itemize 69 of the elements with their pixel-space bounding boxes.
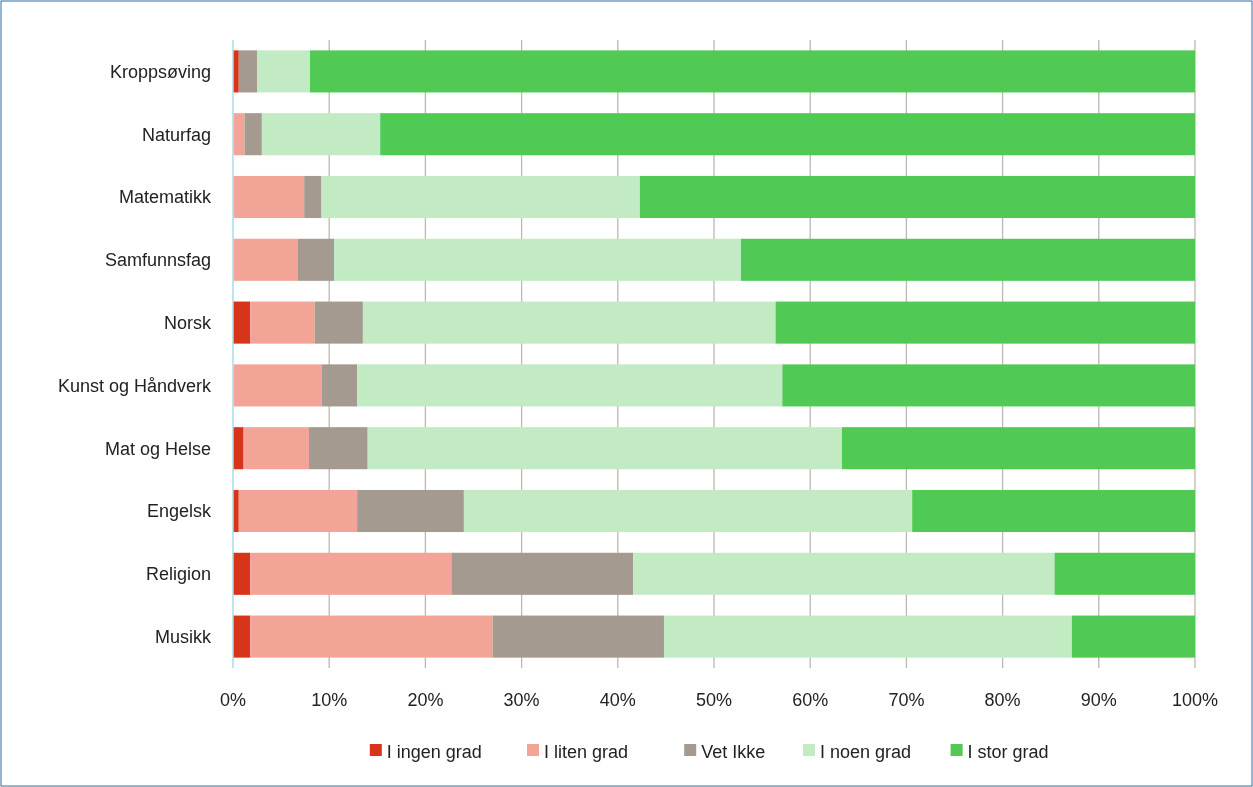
bar	[233, 238, 298, 281]
y-tick-label: Religion	[145, 564, 211, 585]
x-tick-label: 50%	[695, 690, 733, 710]
y-tick-label: Kunst og Håndverk	[57, 375, 212, 396]
bar	[233, 615, 251, 658]
y-tick-label: Kroppsøving	[109, 61, 211, 82]
bar	[775, 301, 1195, 344]
bar	[233, 427, 244, 470]
bar	[261, 113, 381, 156]
bar	[782, 364, 1195, 407]
bar	[309, 50, 1195, 93]
x-tick-label: 40%	[599, 690, 636, 710]
bar	[451, 552, 634, 595]
legend-label: Vet Ikke	[701, 742, 766, 763]
bar	[367, 427, 842, 470]
bar	[321, 364, 358, 407]
y-tick-label: Matematikk	[118, 187, 212, 208]
bar	[257, 50, 310, 93]
y-tick-label: Samfunnsfag	[104, 250, 211, 271]
bar	[321, 175, 640, 219]
bar	[639, 175, 1195, 219]
bar	[663, 615, 1072, 658]
x-tick-label: 100%	[1171, 690, 1219, 710]
bar	[233, 175, 305, 219]
y-tick-label: Norsk	[163, 312, 212, 333]
y-tick-label: Naturfag	[141, 124, 211, 145]
bar	[740, 238, 1195, 281]
bar	[841, 427, 1195, 470]
bar	[250, 615, 493, 658]
bar	[309, 427, 368, 470]
bar	[238, 489, 358, 533]
bar	[250, 552, 452, 595]
bar	[1054, 552, 1195, 595]
x-tick-label: 70%	[888, 690, 925, 710]
bar	[334, 238, 741, 281]
bar	[362, 301, 776, 344]
x-tick-label: 20%	[407, 690, 444, 710]
bar	[357, 489, 464, 533]
bar	[380, 113, 1195, 156]
bar	[233, 552, 251, 595]
bar	[492, 615, 664, 658]
bar	[304, 175, 322, 219]
bar	[912, 489, 1195, 533]
x-tick-label: 90%	[1080, 690, 1117, 710]
bar	[233, 364, 322, 407]
y-tick-label: Musikk	[154, 626, 212, 647]
legend-label: I liten grad	[544, 742, 629, 763]
bar	[1071, 615, 1195, 658]
legend-label: I ingen grad	[386, 742, 482, 763]
x-tick-label: 0%	[219, 690, 247, 710]
bar	[297, 238, 335, 281]
bar	[238, 50, 258, 93]
y-tick-label: Engelsk	[146, 501, 212, 522]
bar	[463, 489, 913, 533]
y-tick-label: Mat og Helse	[104, 438, 211, 459]
bar	[357, 364, 783, 407]
x-tick-label: 60%	[792, 690, 829, 710]
x-tick-label: 30%	[503, 690, 540, 710]
bar	[233, 113, 245, 156]
legend-label: I stor grad	[967, 742, 1049, 763]
bar	[250, 301, 315, 344]
x-tick-label: 80%	[984, 690, 1021, 710]
bar	[233, 301, 251, 344]
bar	[633, 552, 1055, 595]
bar	[243, 427, 309, 470]
legend-label: I noen grad	[820, 742, 912, 763]
bar	[244, 113, 262, 156]
x-tick-label: 10%	[311, 690, 348, 710]
bar	[314, 301, 363, 344]
